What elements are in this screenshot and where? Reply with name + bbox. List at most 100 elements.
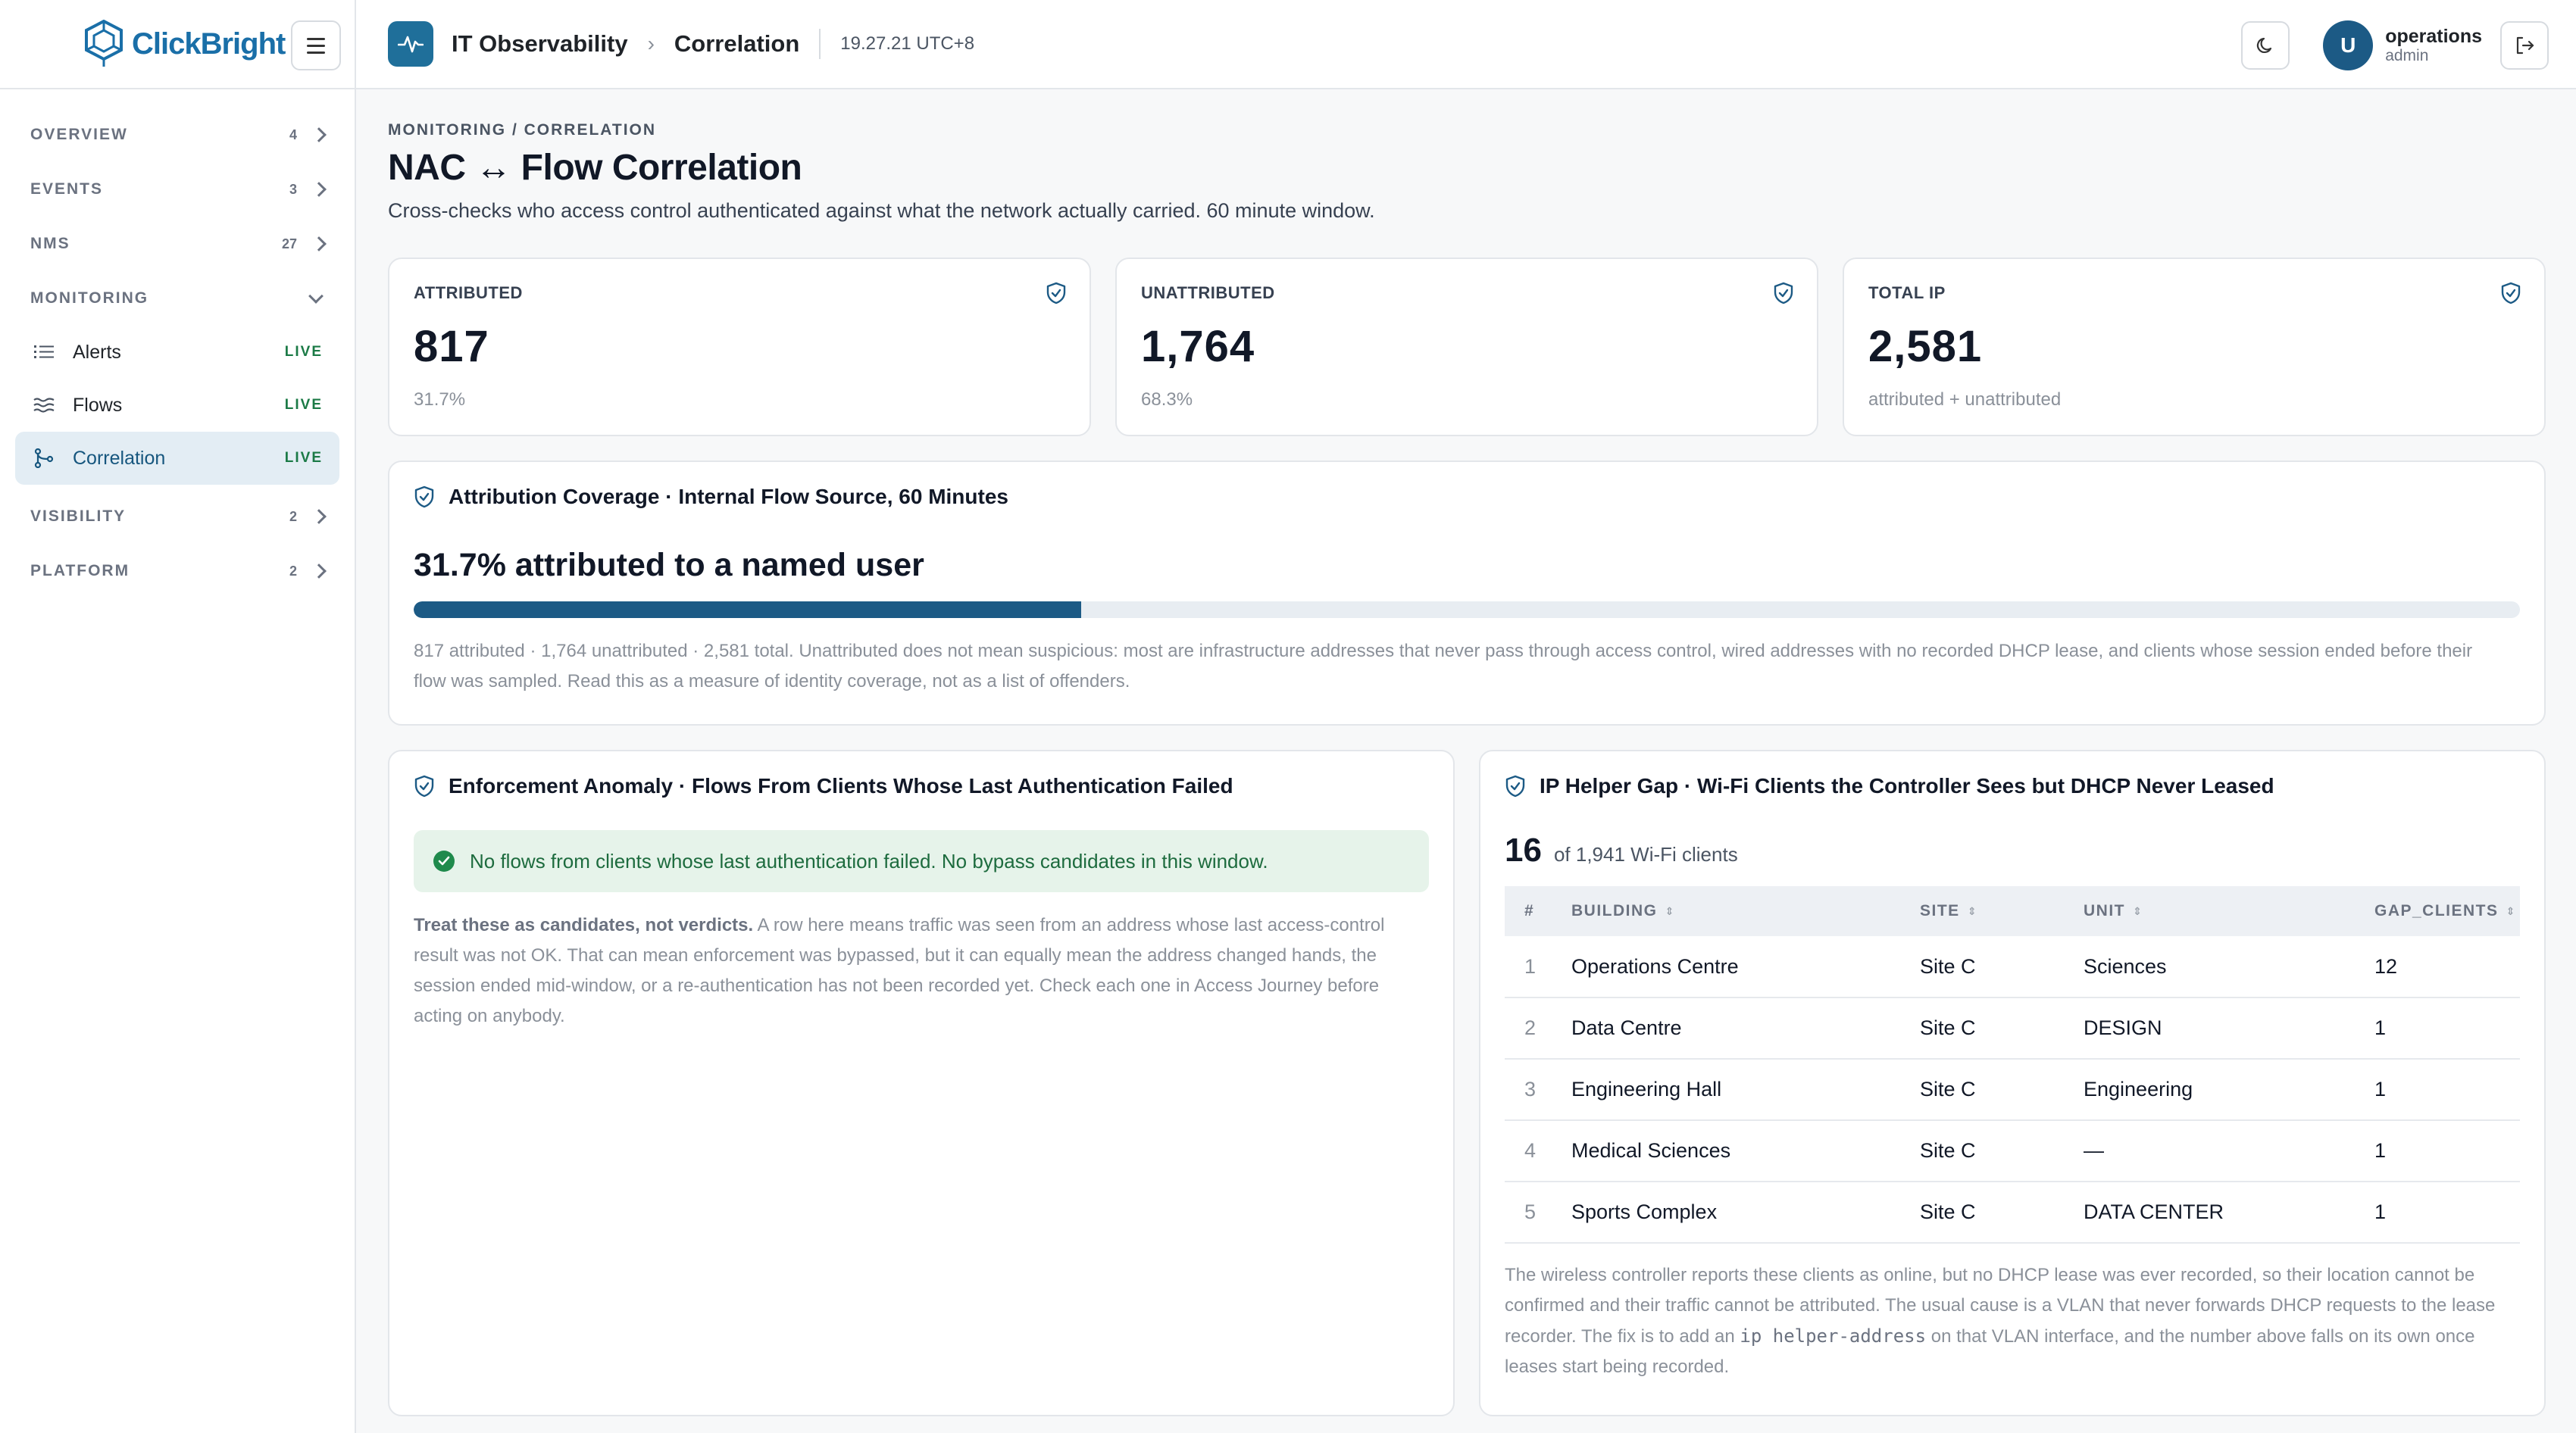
attribution-coverage-card: Attribution Coverage · Internal Flow Sou… <box>388 460 2546 726</box>
stat-card-total-ip: TOTAL IP 2,581 attributed + unattributed <box>1843 258 2546 436</box>
live-badge: LIVE <box>284 344 323 360</box>
nav-group-platform[interactable]: PLATFORM 2 <box>0 544 355 598</box>
nav-group-label: NMS <box>30 235 70 252</box>
cell-unit: — <box>2064 1120 2355 1182</box>
enforcement-anomaly-card: Enforcement Anomaly · Flows From Clients… <box>388 750 1455 1416</box>
nav-group-label: VISIBILITY <box>30 507 127 525</box>
sort-icon: ⇕ <box>1665 905 1675 918</box>
sidebar-item-alerts[interactable]: Alerts LIVE <box>15 326 339 379</box>
gap-count-total: of 1,941 Wi-Fi clients <box>1553 843 1738 866</box>
nav-group-count: 2 <box>289 508 297 524</box>
nav-group-count: 3 <box>289 181 297 197</box>
shield-check-icon <box>2501 282 2521 304</box>
table-row[interactable]: 2 Data Centre Site C DESIGN 1 <box>1505 997 2520 1060</box>
note-text: The wireless controller reports these cl… <box>1505 1265 2496 1347</box>
note-body: A row here means traffic was seen from a… <box>414 915 1385 1026</box>
sidebar: ClickBright OVERVIEW 4 EVENTS 3 NMS 27 M… <box>0 0 356 1433</box>
nav-group-count: 27 <box>281 236 297 251</box>
cell-building: Engineering Hall <box>1552 1059 1900 1121</box>
list-icon <box>32 342 56 363</box>
section-header: IP Helper Gap · Wi-Fi Clients the Contro… <box>1505 774 2274 798</box>
section-title: Enforcement Anomaly · Flows From Clients… <box>449 774 1233 798</box>
sidebar-item-correlation[interactable]: Correlation LIVE <box>15 432 339 485</box>
enforcement-note: Treat these as candidates, not verdicts.… <box>414 910 1432 1032</box>
nav-group-events[interactable]: EVENTS 3 <box>0 162 355 217</box>
top-bar: IT Observability › Correlation 19.27.21 … <box>356 0 2576 89</box>
app-title[interactable]: IT Observability <box>452 30 628 57</box>
live-badge: LIVE <box>284 397 323 413</box>
coverage-progress-bar <box>414 601 2520 618</box>
sidebar-item-label: Correlation <box>73 447 166 469</box>
section-title: IP Helper Gap · Wi-Fi Clients the Contro… <box>1540 774 2274 798</box>
table-row[interactable]: 1 Operations Centre Site C Sciences 12 <box>1505 936 2520 998</box>
cell-gap-clients: 1 <box>2355 1120 2520 1182</box>
nav-group-nms[interactable]: NMS 27 <box>0 217 355 271</box>
cell-building: Medical Sciences <box>1552 1120 1900 1182</box>
stat-label: UNATTRIBUTED <box>1141 283 1275 302</box>
clock: 19.27.21 UTC+8 <box>840 33 975 54</box>
user-info: operations admin <box>2385 26 2482 65</box>
sort-icon: ⇕ <box>1967 905 1977 918</box>
nav-group-visibility[interactable]: VISIBILITY 2 <box>0 489 355 544</box>
cell-gap-clients: 1 <box>2355 1059 2520 1121</box>
chevron-right-icon <box>311 564 327 579</box>
cell-index: 3 <box>1505 1059 1552 1121</box>
avatar[interactable]: U <box>2323 20 2374 70</box>
shield-check-icon <box>414 775 434 798</box>
column-header-unit[interactable]: UNIT ⇕ <box>2064 886 2355 936</box>
user-name: operations <box>2385 26 2482 47</box>
logout-button[interactable] <box>2500 21 2549 70</box>
ip-helper-gap-table: # BUILDING ⇕ SITE ⇕ UNIT ⇕ GAP_CLIENTS ⇕ 1 O… <box>1505 886 2520 1244</box>
table-row[interactable]: 4 Medical Sciences Site C — 1 <box>1505 1120 2520 1182</box>
sidebar-item-label: Flows <box>73 394 123 416</box>
current-page-title: Correlation <box>674 30 800 57</box>
nav-group-monitoring[interactable]: MONITORING <box>0 271 355 326</box>
gap-count-value: 16 <box>1505 832 1542 869</box>
brand-name: ClickBright <box>132 27 286 61</box>
sidebar-item-flows[interactable]: Flows LIVE <box>15 379 339 432</box>
menu-toggle-button[interactable] <box>291 20 341 70</box>
theme-toggle-button[interactable] <box>2241 21 2290 70</box>
divider <box>819 29 821 59</box>
stat-card-attributed: ATTRIBUTED 817 31.7% <box>388 258 1091 436</box>
cell-site: Site C <box>1900 1182 2064 1244</box>
stat-value: 2,581 <box>1868 322 1983 371</box>
success-message: No flows from clients whose last authent… <box>470 849 1268 873</box>
page-title: NAC ↔ Flow Correlation <box>388 148 802 188</box>
column-header-site[interactable]: SITE ⇕ <box>1900 886 2064 936</box>
table-row[interactable]: 5 Sports Complex Site C DATA CENTER 1 <box>1505 1182 2520 1244</box>
coverage-headline: 31.7% attributed to a named user <box>414 547 924 583</box>
note-emphasis: Treat these as candidates, not verdicts. <box>414 915 754 935</box>
column-header-building[interactable]: BUILDING ⇕ <box>1552 886 1900 936</box>
chevron-right-icon <box>311 509 327 524</box>
nav-group-overview[interactable]: OVERVIEW 4 <box>0 108 355 162</box>
column-header-gap-clients[interactable]: GAP_CLIENTS ⇕ <box>2355 886 2520 936</box>
coverage-note: 817 attributed · 1,764 unattributed · 2,… <box>414 641 2473 692</box>
stat-card-unattributed: UNATTRIBUTED 1,764 68.3% <box>1115 258 1818 436</box>
page-subtitle: Cross-checks who access control authenti… <box>388 199 1375 222</box>
chevron-right-icon <box>311 182 327 197</box>
brand[interactable]: ClickBright <box>0 0 355 89</box>
cell-index: 4 <box>1505 1120 1552 1182</box>
sidebar-item-label: Alerts <box>73 341 121 363</box>
nav-group-label: EVENTS <box>30 180 104 198</box>
nav-group-label: OVERVIEW <box>30 126 128 143</box>
cell-gap-clients: 1 <box>2355 1182 2520 1244</box>
pulse-icon <box>388 21 433 67</box>
table-row[interactable]: 3 Engineering Hall Site C Engineering 1 <box>1505 1059 2520 1121</box>
stat-subtext: 68.3% <box>1141 389 1193 410</box>
moon-icon <box>2257 37 2272 54</box>
user-controls: U operations admin <box>2241 20 2549 70</box>
table-header-row: # BUILDING ⇕ SITE ⇕ UNIT ⇕ GAP_CLIENTS ⇕ <box>1505 886 2520 936</box>
cell-unit: Engineering <box>2064 1059 2355 1121</box>
column-header-index: # <box>1505 886 1552 936</box>
breadcrumb: MONITORING / CORRELATION <box>388 121 657 139</box>
stat-label: TOTAL IP <box>1868 283 1946 302</box>
stat-value: 817 <box>414 322 489 371</box>
shield-check-icon <box>1774 282 1793 304</box>
cell-site: Site C <box>1900 1059 2064 1121</box>
chevron-right-icon <box>311 127 327 142</box>
cell-gap-clients: 1 <box>2355 997 2520 1060</box>
shield-check-icon <box>414 485 434 508</box>
nav-group-count: 4 <box>289 126 297 142</box>
